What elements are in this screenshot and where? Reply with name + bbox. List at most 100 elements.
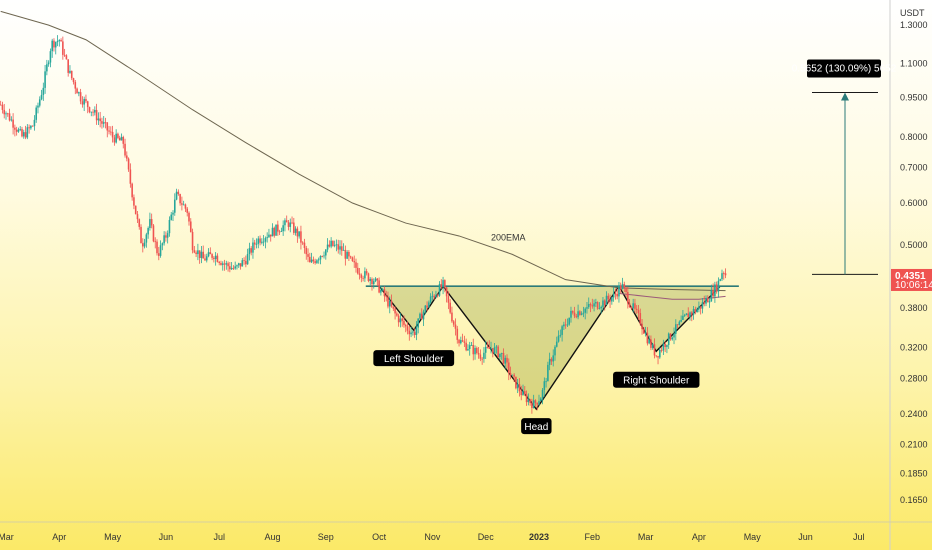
candle-body: [515, 376, 517, 389]
candle-body: [225, 263, 228, 265]
candle-body: [436, 295, 439, 296]
candle-body: [648, 339, 650, 344]
candle-body: [229, 266, 231, 270]
candle-body: [598, 308, 601, 309]
candle-body: [95, 109, 98, 121]
candle-body: [289, 222, 292, 227]
candle-body: [451, 312, 453, 322]
candle-body: [495, 346, 498, 348]
candle-body: [444, 280, 446, 288]
candle-body: [246, 254, 249, 265]
candle-body: [460, 340, 462, 344]
candle-body: [67, 59, 69, 73]
candle-body: [563, 324, 565, 327]
candle-body: [223, 263, 226, 265]
y-tick-label: 0.6000: [900, 198, 928, 208]
candle-body: [669, 333, 672, 340]
candle-body: [721, 273, 723, 280]
candle-body: [600, 306, 602, 309]
x-tick-label: Jul: [213, 532, 225, 542]
candle-body: [415, 327, 418, 335]
candle-body: [165, 235, 167, 238]
pattern-label: Head: [524, 422, 548, 433]
x-tick-label: Nov: [424, 532, 441, 542]
candle-body: [566, 324, 569, 326]
candle-body: [230, 267, 233, 270]
candle-body: [351, 257, 354, 262]
candle-body: [47, 62, 50, 65]
candle-body: [245, 260, 247, 265]
candle-body: [159, 245, 162, 256]
candle-body: [143, 242, 146, 247]
candle-body: [714, 284, 716, 297]
candle-body: [476, 347, 478, 353]
candle-body: [573, 312, 576, 317]
candle-body: [30, 125, 32, 129]
candle-body: [628, 303, 631, 308]
candle-body: [227, 263, 229, 267]
candle-body: [149, 219, 151, 229]
candle-body: [458, 339, 460, 344]
candle-body: [69, 70, 71, 73]
candle-body: [698, 306, 700, 310]
candle-body: [293, 222, 295, 233]
candle-body: [591, 305, 594, 307]
candle-body: [309, 256, 311, 263]
candle-body: [214, 255, 217, 260]
candle-body: [490, 348, 492, 349]
candle-body: [184, 204, 187, 209]
x-tick-label: Apr: [52, 532, 66, 542]
candle-body: [410, 332, 412, 335]
candle-body: [412, 331, 414, 333]
candle-body: [596, 302, 599, 309]
candle-body: [671, 337, 674, 340]
candle-body: [220, 262, 222, 265]
candle-body: [644, 332, 647, 334]
candle-body: [261, 241, 263, 243]
candle-body: [390, 300, 393, 307]
candle-body: [355, 262, 357, 268]
candle-body: [175, 191, 178, 200]
candle-body: [454, 324, 457, 329]
candle-body: [200, 251, 203, 258]
candle-body: [110, 131, 112, 133]
x-tick-label: Jun: [159, 532, 174, 542]
y-tick-label: 0.8000: [900, 132, 928, 142]
candle-body: [708, 301, 711, 303]
candle-body: [548, 358, 551, 365]
candle-body: [545, 381, 547, 383]
candle-body: [33, 119, 36, 127]
candle-body: [145, 234, 148, 243]
candle-body: [692, 309, 695, 315]
candle-body: [205, 256, 208, 261]
candle-body: [268, 234, 270, 238]
candle-body: [300, 231, 302, 243]
candle-body: [259, 238, 261, 243]
candle-body: [356, 267, 359, 274]
candle-body: [83, 98, 85, 105]
x-tick-label: Jul: [853, 532, 865, 542]
candle-body: [97, 118, 100, 121]
candle-body: [456, 328, 459, 340]
candle-body: [134, 205, 137, 215]
candle-body: [557, 335, 560, 342]
candle-body: [198, 250, 201, 258]
candle-body: [387, 296, 389, 307]
candle-body: [86, 101, 89, 108]
candle-body: [46, 64, 48, 72]
candle-body: [252, 242, 254, 253]
candle-body: [170, 214, 173, 220]
candle-body: [433, 295, 435, 298]
candle-body: [213, 257, 215, 260]
candle-body: [506, 357, 508, 363]
candle-body: [133, 197, 135, 206]
candle-body: [188, 212, 190, 222]
candle-body: [619, 285, 622, 289]
candle-body: [197, 250, 199, 255]
candle-body: [51, 40, 53, 52]
candle-body: [204, 258, 206, 261]
candle-body: [543, 381, 546, 390]
candle-body: [92, 111, 94, 113]
candle-body: [189, 221, 192, 232]
candle-body: [120, 136, 123, 141]
